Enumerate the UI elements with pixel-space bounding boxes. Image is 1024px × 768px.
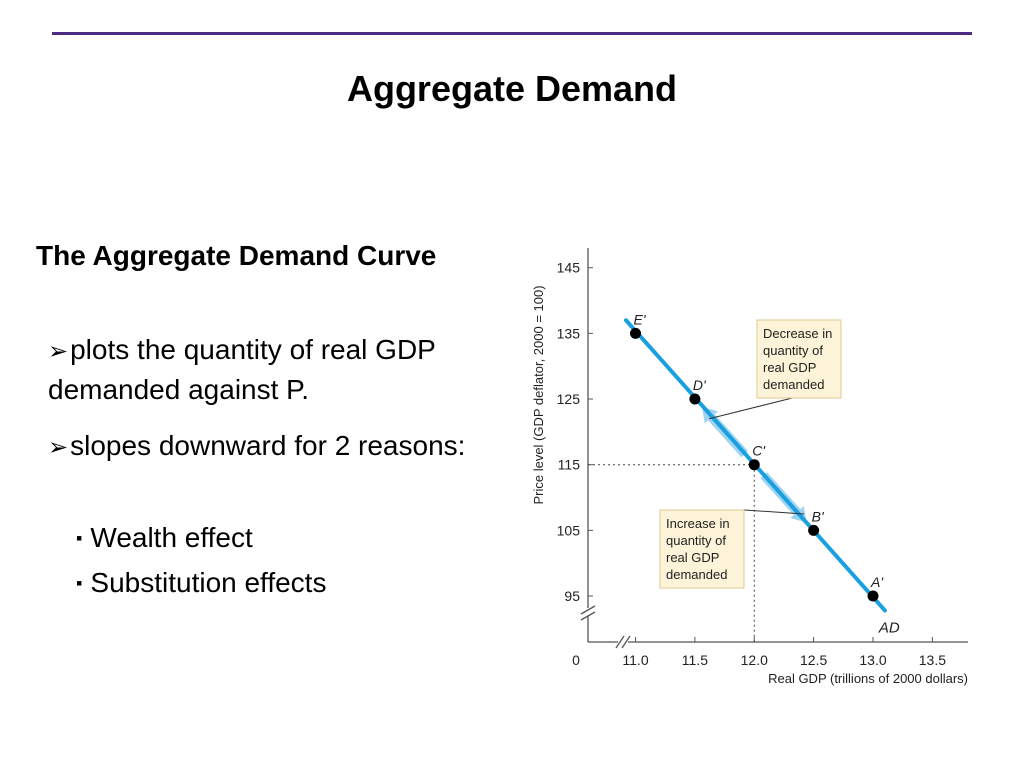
data-point xyxy=(630,327,641,339)
data-point-label: D' xyxy=(693,377,707,393)
sub-bullet-item: ▪ Substitution effects xyxy=(76,565,326,604)
data-point xyxy=(808,524,820,536)
bullet-item: ➢plots the quantity of real GDP demanded… xyxy=(48,331,488,409)
x-tick-label: 11.0 xyxy=(622,652,648,668)
data-point xyxy=(748,459,760,471)
data-point-label: C' xyxy=(752,443,766,459)
annotation-text: real GDP xyxy=(666,550,719,565)
x-tick-label: 12.0 xyxy=(741,652,768,668)
origin-label: 0 xyxy=(572,652,580,668)
square-bullet-icon: ▪ xyxy=(76,573,83,593)
data-point-label: A' xyxy=(870,574,884,590)
data-point-label: E' xyxy=(634,311,647,327)
y-tick-label: 125 xyxy=(557,391,581,407)
y-tick-label: 105 xyxy=(557,522,581,538)
data-point-label: B' xyxy=(812,508,825,524)
top-rule xyxy=(52,32,972,35)
slide-title: Aggregate Demand xyxy=(346,68,678,109)
annotation-text: quantity of xyxy=(763,343,823,358)
annotation-text: Decrease in xyxy=(763,326,832,341)
y-axis-title: Price level (GDP deflator, 2000 = 100) xyxy=(531,285,546,504)
data-point xyxy=(689,393,701,405)
arrow-bullet-icon: ➢ xyxy=(48,338,69,365)
x-tick-label: 13.5 xyxy=(919,652,946,668)
x-axis-title: Real GDP (trillions of 2000 dollars) xyxy=(768,671,968,686)
arrow-bullet-icon: ➢ xyxy=(48,434,69,461)
x-axis-break-gap xyxy=(618,635,628,649)
ad-curve-label: AD xyxy=(878,619,900,636)
annotation-leader-line xyxy=(743,509,805,515)
bullet-item: ➢slopes downward for 2 reasons: xyxy=(48,427,488,467)
y-tick-label: 115 xyxy=(558,457,581,473)
y-tick-label: 145 xyxy=(557,260,581,276)
annotation-text: real GDP xyxy=(763,360,816,375)
annotation-text: demanded xyxy=(666,567,727,582)
y-axis-break-gap xyxy=(580,608,596,616)
sub-bullet-text: Wealth effect xyxy=(90,522,253,553)
annotation-text: demanded xyxy=(763,377,824,392)
x-axis-break-mark xyxy=(621,635,631,649)
data-point xyxy=(867,590,879,602)
square-bullet-icon: ▪ xyxy=(76,528,83,548)
sub-bullet-item: ▪ Wealth effect xyxy=(76,520,253,559)
aggregate-demand-chart: 11.0 11.5 12.0 12.5 13.0 13.5 95 105 115 125 135 14… xyxy=(531,248,968,686)
annotation-text: Increase in xyxy=(666,516,730,531)
y-tick-label: 95 xyxy=(564,588,580,604)
annotation-box xyxy=(659,509,745,589)
bullet-text: slopes downward for 2 reasons: xyxy=(70,430,466,461)
annotation-leader-line xyxy=(709,397,793,420)
x-tick-label: 12.5 xyxy=(800,652,827,668)
x-tick-label: 11.5 xyxy=(682,652,708,668)
y-tick-label: 135 xyxy=(557,325,581,341)
y-axis-break-mark xyxy=(580,605,596,615)
sub-bullet-text: Substitution effects xyxy=(90,567,327,598)
x-axis-break-mark xyxy=(615,635,625,649)
y-axis-break-mark xyxy=(580,611,596,621)
annotation-text: quantity of xyxy=(666,533,726,548)
x-tick-label: 13.0 xyxy=(859,652,886,668)
bullet-text: plots the quantity of real GDP demanded … xyxy=(48,334,436,405)
section-heading: The Aggregate Demand Curve xyxy=(36,240,437,271)
annotation-box xyxy=(756,319,842,399)
